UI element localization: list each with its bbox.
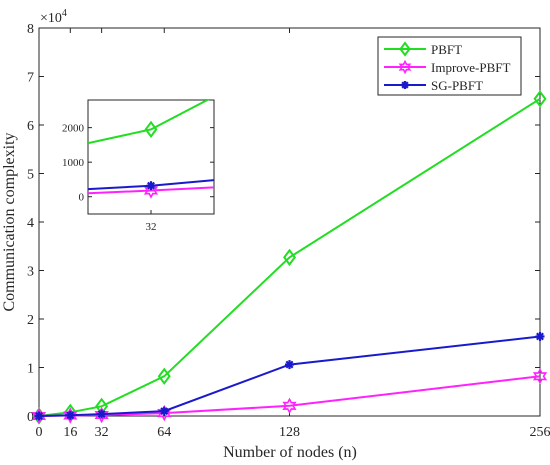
data-point bbox=[283, 248, 296, 267]
inset-series-layer bbox=[88, 100, 214, 199]
series-sg-pbft bbox=[34, 331, 545, 421]
y-tick-label: 8 bbox=[27, 22, 34, 37]
data-point bbox=[535, 331, 545, 341]
x-tick-label: 64 bbox=[157, 425, 171, 440]
legend: PBFT Improve-PBFT SG-PBFT bbox=[377, 36, 522, 96]
data-point bbox=[399, 41, 411, 57]
data-point bbox=[65, 410, 75, 420]
data-point bbox=[63, 407, 78, 424]
data-point bbox=[159, 406, 169, 416]
data-point bbox=[34, 411, 44, 421]
inset-series-line bbox=[88, 186, 214, 195]
y-tick-label: 2 bbox=[27, 313, 34, 328]
x-tick-label: 16 bbox=[63, 425, 77, 440]
data-point bbox=[143, 182, 159, 199]
inset-series-sg-pbft bbox=[88, 179, 214, 191]
x-tick-label: 32 bbox=[95, 425, 109, 440]
legend-label: PBFT bbox=[431, 42, 462, 57]
x-tick-label: 256 bbox=[530, 425, 550, 440]
series-line bbox=[38, 375, 541, 417]
series-line bbox=[38, 335, 541, 417]
inset-tick-layer: 0 1000 2000 32 bbox=[62, 123, 214, 233]
y-tick-label: 7 bbox=[27, 71, 34, 86]
y-exponent: 4 bbox=[62, 8, 67, 19]
y-axis-label: Communication complexity bbox=[1, 132, 18, 311]
x-tick-label: 0 bbox=[36, 425, 43, 440]
data-point bbox=[157, 367, 171, 385]
y-tick-label: 1 bbox=[27, 362, 34, 377]
data-point bbox=[401, 81, 409, 89]
y-tick-label: 6 bbox=[27, 119, 34, 134]
data-point bbox=[282, 397, 297, 415]
x-tick-label: 128 bbox=[279, 425, 300, 440]
inset-frame bbox=[87, 99, 215, 215]
series-layer bbox=[31, 90, 548, 425]
data-point bbox=[146, 181, 156, 191]
data-point bbox=[31, 407, 47, 425]
legend-entry: SG-PBFT bbox=[384, 78, 483, 93]
inset-y-tick-label: 1000 bbox=[62, 157, 85, 169]
inset-series-improve-pbft bbox=[88, 182, 214, 199]
inset-y-tick-label: 2000 bbox=[62, 123, 85, 135]
x-axis-label: Number of nodes (n) bbox=[223, 444, 357, 461]
inset-x-tick-label: 32 bbox=[146, 221, 157, 233]
data-point bbox=[532, 367, 548, 385]
data-point bbox=[285, 360, 294, 370]
y-tick-label: 0 bbox=[27, 410, 34, 425]
legend-entry: Improve-PBFT bbox=[384, 59, 511, 75]
inset-series-line bbox=[88, 100, 210, 145]
data-point bbox=[533, 90, 547, 108]
data-point bbox=[97, 409, 107, 419]
inset-y-tick-label: 0 bbox=[79, 192, 85, 204]
legend-label: Improve-PBFT bbox=[431, 60, 511, 75]
y-tick-label: 5 bbox=[27, 168, 34, 183]
inset-series-pbft bbox=[88, 100, 210, 145]
inset-chart: 0 1000 2000 32 bbox=[62, 99, 215, 233]
y-tick-label: 4 bbox=[27, 216, 34, 231]
data-point bbox=[398, 59, 412, 75]
legend-label: SG-PBFT bbox=[431, 78, 483, 93]
data-point bbox=[144, 120, 158, 139]
data-point bbox=[94, 406, 109, 424]
y-exponent-label: ×104 bbox=[40, 8, 67, 26]
legend-entry: PBFT bbox=[384, 41, 462, 57]
y-tick-label: 3 bbox=[27, 265, 34, 280]
